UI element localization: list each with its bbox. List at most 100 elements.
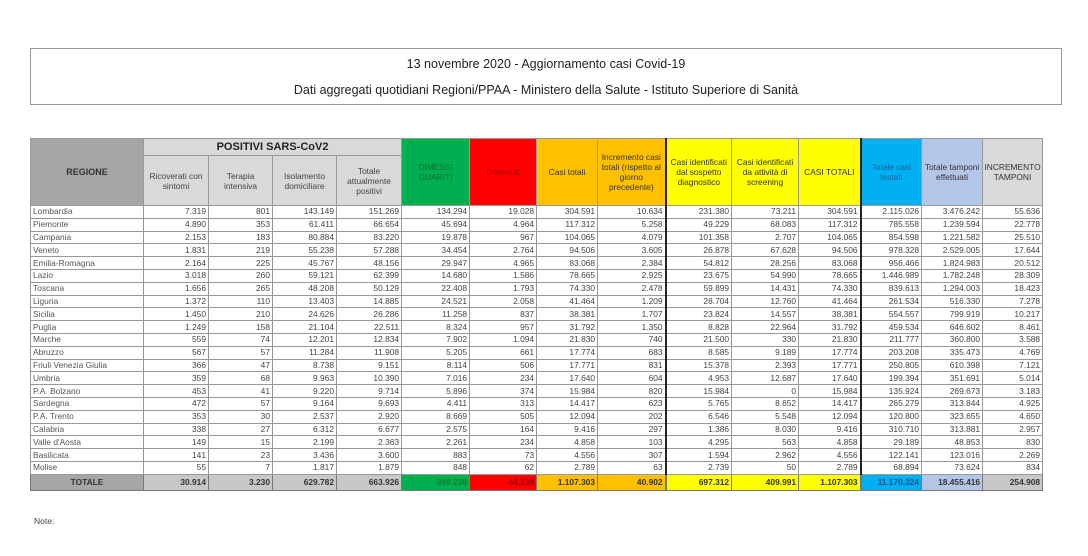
cell-incremento-casi: 4.079 (597, 230, 667, 245)
cell-totale-positivi: 9.151 (335, 358, 403, 373)
cell-terapia: 260 (208, 268, 273, 283)
cell-casi-totali: 4.858 (536, 435, 599, 450)
cell-incremento-tamponi: 4.769 (982, 345, 1044, 360)
cell-tamponi: 269.673 (921, 384, 984, 398)
cell-dimessi: 22.408 (401, 281, 471, 296)
cell-tamponi: 123.016 (921, 448, 984, 462)
cell-casi-totali: 2.789 (536, 460, 599, 475)
cell-incremento-tamponi: 7.278 (982, 294, 1044, 309)
cell-dimessi: 2.261 (401, 435, 471, 450)
cell-incremento-casi: 604 (597, 371, 667, 386)
cell-incremento-tamponi: 4.925 (982, 396, 1044, 411)
table-row: P.A. Trento 353 30 2.537 2.920 8.669 505 12.094… (30, 409, 1044, 424)
cell-casi-totali-caps: 304.591 (798, 205, 862, 219)
cell-tamponi: 323.655 (921, 409, 984, 424)
cell-isolamento: 629.782 (272, 473, 337, 491)
cell-isolamento: 143.149 (272, 205, 337, 219)
cell-sospetto: 697.312 (664, 473, 733, 491)
cell-testati: 1.446.989 (859, 268, 923, 283)
cell-isolamento: 55.238 (272, 243, 337, 258)
cell-casi-totali-caps: 117.312 (798, 217, 862, 232)
cell-totale-positivi: 57.288 (335, 243, 403, 258)
cell-casi-totali-caps: 78.665 (798, 268, 862, 283)
cell-isolamento: 8.738 (272, 358, 337, 373)
cell-totale-positivi: 50.129 (335, 281, 403, 296)
cell-ricoverati: 2.153 (143, 230, 209, 245)
cell-regione: Veneto (30, 243, 144, 258)
cell-ricoverati: 338 (143, 422, 209, 437)
cell-totale-positivi: 83.220 (335, 230, 403, 245)
cell-isolamento: 21.104 (272, 320, 337, 334)
cell-terapia: 225 (208, 256, 273, 270)
cell-casi-totali-caps: 17.771 (798, 358, 862, 373)
table-row: Calabria 338 27 6.312 6.677 2.575 164 9.416 297 1… (30, 422, 1044, 437)
cell-terapia: 801 (208, 205, 273, 219)
cell-sospetto: 4.295 (664, 435, 733, 450)
cell-dimessi: 848 (401, 460, 471, 475)
table-row: P.A. Bolzano 453 41 9.220 9.714 5.896 374 15.98… (30, 384, 1044, 398)
note-label: Note: (34, 516, 55, 526)
cell-sospetto: 5.765 (664, 396, 733, 411)
cell-incremento-tamponi: 834 (982, 460, 1044, 475)
cell-casi-totali-caps: 17.774 (798, 345, 862, 360)
header-tamponi: Totale tamponi effettuati (921, 138, 984, 206)
cell-deceduti: 73 (469, 448, 538, 462)
cell-testati: 956.466 (859, 256, 923, 270)
cell-sospetto: 21.500 (664, 332, 733, 347)
cell-casi-totali: 78.665 (536, 268, 599, 283)
cell-casi-totali-caps: 1.107.303 (798, 473, 862, 491)
cell-deceduti: 4.965 (469, 256, 538, 270)
cell-deceduti: 62 (469, 460, 538, 475)
table-row: Veneto 1.831 219 55.238 57.288 34.454 2.764 94.… (30, 243, 1044, 258)
cell-screening: 2.962 (731, 448, 800, 462)
table-row: Emilia-Romagna 2.164 225 45.767 48.156 29.947… (30, 256, 1044, 270)
report-title: 13 novembre 2020 - Aggiornamento casi Co… (406, 57, 686, 71)
header-screening: Casi identificati da attività di screeni… (731, 138, 800, 206)
cell-sospetto: 26.878 (664, 243, 733, 258)
cell-dimessi: 34.454 (401, 243, 471, 258)
cell-terapia: 265 (208, 281, 273, 296)
cell-tamponi: 1.782.248 (921, 268, 984, 283)
cell-dimessi: 2.575 (401, 422, 471, 437)
cell-deceduti: 967 (469, 230, 538, 245)
cell-casi-totali-caps: 31.792 (798, 320, 862, 334)
cell-regione: P.A. Trento (30, 409, 144, 424)
header-ricoverati: Ricoverati con sintomi (143, 155, 209, 206)
cell-incremento-casi: 2.384 (597, 256, 667, 270)
table-row: Molise 55 7 1.817 1.879 848 62 2.789 63 2.739 50 2.… (30, 460, 1044, 475)
cell-casi-totali: 12.094 (536, 409, 599, 424)
cell-terapia: 27 (208, 422, 273, 437)
cell-totale-positivi: 48.156 (335, 256, 403, 270)
cell-screening: 12.760 (731, 294, 800, 309)
cell-regione: Lombardia (30, 205, 144, 219)
cell-casi-totali: 4.556 (536, 448, 599, 462)
cell-deceduti: 837 (469, 307, 538, 322)
cell-casi-totali: 21.830 (536, 332, 599, 347)
cell-regione: Friuli Venezia Giulia (30, 358, 144, 373)
cell-deceduti: 44.139 (469, 473, 538, 491)
cell-casi-totali: 74.330 (536, 281, 599, 296)
table-body: Lombardia 7.319 801 143.149 151.269 134.294 19… (30, 205, 1044, 491)
cell-screening: 12.687 (731, 371, 800, 386)
cell-testati: 203.208 (859, 345, 923, 360)
cell-incremento-tamponi: 18.423 (982, 281, 1044, 296)
cell-screening: 14.557 (731, 307, 800, 322)
cell-deceduti: 957 (469, 320, 538, 334)
header-deceduti: Deceduti (469, 138, 538, 206)
cell-isolamento: 80.884 (272, 230, 337, 245)
cell-incremento-casi: 10.634 (597, 205, 667, 219)
cell-casi-totali-caps: 38.381 (798, 307, 862, 322)
cell-casi-totali: 41.464 (536, 294, 599, 309)
cell-screening: 8.030 (731, 422, 800, 437)
cell-tamponi: 335.473 (921, 345, 984, 360)
cell-testati: 211.777 (859, 332, 923, 347)
cell-incremento-tamponi: 28.309 (982, 268, 1044, 283)
header-positivi-group: POSITIVI SARS-CoV2 (142, 138, 403, 156)
cell-totale-positivi: 2.363 (335, 435, 403, 450)
cell-casi-totali: 17.774 (536, 345, 599, 360)
cell-sospetto: 101.358 (664, 230, 733, 245)
table-row: Lombardia 7.319 801 143.149 151.269 134.294 19… (30, 205, 1044, 219)
cell-terapia: 23 (208, 448, 273, 462)
cell-totale-positivi: 62.399 (335, 268, 403, 283)
report-subtitle: Dati aggregati quotidiani Regioni/PPAA -… (293, 83, 799, 97)
